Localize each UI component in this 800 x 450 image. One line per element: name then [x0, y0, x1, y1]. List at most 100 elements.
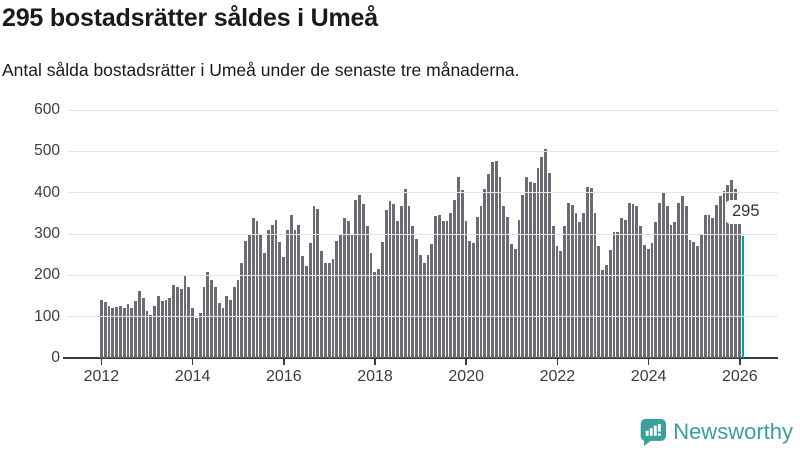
bar [426, 255, 430, 358]
bar [198, 313, 202, 358]
bar [164, 299, 168, 358]
bar [130, 308, 134, 358]
bar [631, 203, 635, 358]
bar-series [100, 110, 745, 358]
bar [149, 315, 153, 358]
bar [680, 196, 684, 358]
y-axis-labels: 0 100 200 300 400 500 600 [0, 101, 60, 366]
bar [377, 269, 380, 358]
bar [730, 180, 734, 358]
y-axis-tick-label: 300 [34, 225, 60, 242]
bar [430, 243, 434, 358]
bar [597, 245, 601, 358]
bar [692, 242, 696, 358]
bar [361, 203, 365, 358]
bar [688, 239, 692, 358]
bar [122, 307, 126, 358]
bar [654, 222, 658, 358]
bar [718, 195, 722, 358]
bar [225, 296, 229, 358]
bar [441, 221, 445, 358]
bar [437, 215, 441, 358]
bar [175, 287, 179, 358]
bar [312, 205, 316, 358]
y-axis-tick-label: 0 [51, 349, 60, 366]
bar [711, 217, 715, 358]
bar [593, 213, 597, 358]
bar [574, 212, 578, 358]
bar [111, 308, 115, 358]
gridline [68, 274, 778, 276]
brand-name: Newsworthy [673, 419, 793, 444]
bar [491, 162, 494, 358]
bar [388, 201, 392, 358]
bar [434, 216, 437, 358]
plot-area [63, 109, 778, 359]
bar [589, 187, 593, 358]
y-axis-tick-label: 200 [34, 266, 60, 284]
bar [115, 306, 118, 358]
bar [369, 252, 373, 358]
x-axis-tick [283, 359, 285, 365]
bar [715, 205, 718, 358]
bar [293, 229, 297, 358]
bar [236, 279, 240, 358]
bar [612, 231, 616, 358]
bar [305, 265, 308, 358]
bar [582, 213, 585, 358]
bar [604, 264, 608, 358]
x-axis-tick-label: 2014 [174, 368, 211, 385]
bar [623, 219, 627, 358]
bar [346, 220, 350, 358]
gridline [68, 316, 778, 318]
bar [343, 218, 346, 358]
bar [494, 160, 498, 358]
page-title: 295 bostadsrätter såldes i Umeå [2, 4, 378, 32]
bar [172, 284, 175, 358]
bar [418, 255, 422, 358]
bar [506, 217, 510, 358]
bar [179, 288, 183, 358]
bar [453, 199, 456, 358]
bar [475, 217, 479, 358]
bar [229, 299, 232, 358]
bar [521, 194, 525, 358]
bar [289, 215, 293, 358]
bar [286, 230, 289, 358]
bar [673, 222, 677, 358]
bar [479, 205, 483, 358]
bar [141, 298, 145, 358]
bar [297, 224, 301, 358]
bar [551, 225, 555, 358]
bar [327, 263, 331, 358]
y-axis-tick-label: 400 [34, 183, 60, 201]
bar [646, 248, 650, 358]
bar [620, 217, 623, 358]
bar [513, 248, 517, 358]
bar [703, 215, 707, 358]
x-axis-line [63, 357, 778, 359]
brand-footer: Newsworthy [639, 418, 793, 446]
bar [232, 287, 236, 358]
bar [639, 225, 642, 358]
bar [316, 208, 320, 358]
bar [578, 222, 582, 358]
x-axis-tick-label: 2026 [722, 368, 758, 385]
bar [194, 317, 198, 358]
bar [699, 234, 703, 358]
bar [107, 306, 111, 358]
bar [274, 220, 278, 358]
bar [536, 167, 540, 358]
bar [156, 296, 160, 358]
bar [202, 287, 206, 358]
bar [350, 234, 354, 358]
bar [403, 188, 407, 358]
x-axis-tick-label: 2020 [448, 368, 484, 385]
bar [100, 300, 103, 358]
bar [559, 251, 563, 358]
x-axis-tick [647, 359, 650, 365]
bar [487, 173, 491, 358]
value-callout: 295 [726, 201, 766, 223]
bar [635, 205, 639, 358]
